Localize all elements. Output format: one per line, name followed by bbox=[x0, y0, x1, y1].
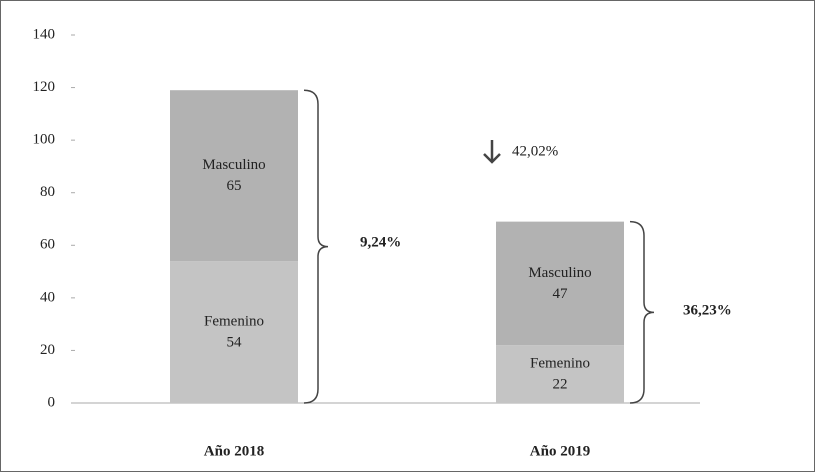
brace bbox=[629, 220, 655, 404]
segment-name: Femenino bbox=[204, 313, 264, 329]
bar-segment bbox=[170, 90, 298, 262]
x-tick-label: Año 2018 bbox=[204, 443, 264, 459]
segment-name: Femenino bbox=[530, 356, 590, 372]
segment-value: 65 bbox=[227, 178, 242, 194]
bar-segment bbox=[496, 345, 624, 403]
segment-name: Masculino bbox=[202, 157, 265, 173]
down-arrow bbox=[483, 140, 501, 164]
annotation: 9,24% bbox=[360, 234, 401, 250]
y-tick-label: 0 bbox=[48, 394, 56, 410]
y-tick-label: 20 bbox=[40, 342, 55, 358]
y-tick-label: 100 bbox=[33, 132, 56, 148]
bar-segment bbox=[496, 221, 624, 346]
y-tick-label: 60 bbox=[40, 237, 55, 253]
annotation: 36,23% bbox=[683, 302, 732, 318]
bar-segment bbox=[170, 261, 298, 403]
x-tick-label: Año 2019 bbox=[530, 443, 590, 459]
annotation: 42,02% bbox=[512, 143, 558, 159]
segment-value: 22 bbox=[553, 377, 568, 393]
segment-value: 47 bbox=[553, 286, 569, 302]
segment-name: Masculino bbox=[528, 265, 591, 281]
y-tick-label: 140 bbox=[33, 26, 56, 42]
y-tick-label: 120 bbox=[33, 79, 56, 95]
y-tick-label: 40 bbox=[40, 289, 55, 305]
y-tick-label: 80 bbox=[40, 184, 55, 200]
segment-value: 54 bbox=[227, 334, 243, 350]
brace bbox=[303, 89, 329, 404]
